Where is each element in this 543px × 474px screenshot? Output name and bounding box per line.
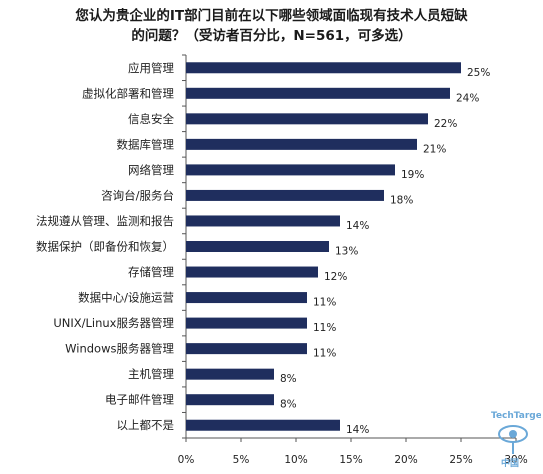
value-label: 19% <box>401 169 424 181</box>
bar <box>186 87 450 99</box>
category-label: 存储管理 <box>128 265 174 279</box>
value-label: 11% <box>313 297 336 309</box>
value-label: 13% <box>335 246 358 258</box>
bar <box>186 215 340 227</box>
bar <box>186 113 428 125</box>
x-tick-label: 20% <box>394 454 417 466</box>
category-label: 应用管理 <box>128 61 174 75</box>
value-label: 21% <box>423 143 446 155</box>
chart-title-line1: 您认为贵企业的IT部门目前在以下哪些领域面临现有技术人员短缺 <box>75 8 468 24</box>
category-label: 法规遵从管理、监测和报告 <box>36 214 174 228</box>
category-label: 主机管理 <box>128 367 174 381</box>
category-label: Windows服务器管理 <box>65 342 174 356</box>
techtarget-logo: TechTarget 中国 <box>491 411 541 469</box>
bar <box>186 164 395 176</box>
chart-title-line2: 的问题？（受访者百分比，N=561，可多选） <box>131 28 412 44</box>
bar <box>186 241 329 252</box>
category-label: 以上都不是 <box>117 418 175 432</box>
x-tick-label: 0% <box>178 454 195 466</box>
value-label: 11% <box>313 348 336 360</box>
x-tick-label: 5% <box>233 454 250 466</box>
chart-bars <box>186 62 461 431</box>
bar <box>186 189 384 201</box>
bar <box>186 317 307 329</box>
bar <box>186 62 461 74</box>
category-label: 虚拟化部署和管理 <box>82 86 174 100</box>
logo-text-china: 中国 <box>501 457 519 469</box>
value-label: 18% <box>390 194 413 206</box>
x-tick-label: 30% <box>504 454 527 466</box>
chart-title: 您认为贵企业的IT部门目前在以下哪些领域面临现有技术人员短缺 的问题？（受访者百… <box>0 6 543 46</box>
value-label: 25% <box>467 67 490 79</box>
category-label: 网络管理 <box>128 163 174 177</box>
bar <box>186 292 307 304</box>
category-label: 电子邮件管理 <box>105 393 174 407</box>
value-label: 12% <box>324 271 347 283</box>
x-tick-label: 25% <box>449 454 472 466</box>
value-label: 8% <box>280 373 297 385</box>
x-tick-label: 15% <box>339 454 362 466</box>
logo-pupil-icon <box>509 430 517 438</box>
value-label: 11% <box>313 322 336 334</box>
category-label: 数据保护（即备份和恢复） <box>36 240 174 254</box>
value-label: 24% <box>456 92 479 104</box>
bar <box>186 266 318 278</box>
value-label: 8% <box>280 399 297 411</box>
value-label: 14% <box>346 424 369 436</box>
category-label: UNIX/Linux服务器管理 <box>53 316 174 330</box>
x-tick-label: 10% <box>284 454 307 466</box>
category-label: 数据库管理 <box>117 137 175 151</box>
chart-labels: 0% 5% 10% 15% 20% 25% 30% 应用管理 25% 虚拟化部署和管理 24% 信息安… <box>36 61 528 466</box>
category-label: 信息安全 <box>128 112 174 126</box>
bar <box>186 343 307 355</box>
bar <box>186 138 417 150</box>
category-label: 数据中心/设施运营 <box>78 291 174 305</box>
logo-text-techtarget: TechTarget <box>491 411 541 421</box>
bar <box>186 368 274 380</box>
value-label: 14% <box>346 220 369 232</box>
category-label: 咨询台/服务台 <box>101 188 174 202</box>
bar <box>186 394 274 406</box>
value-label: 22% <box>434 118 457 130</box>
bar <box>186 419 340 431</box>
